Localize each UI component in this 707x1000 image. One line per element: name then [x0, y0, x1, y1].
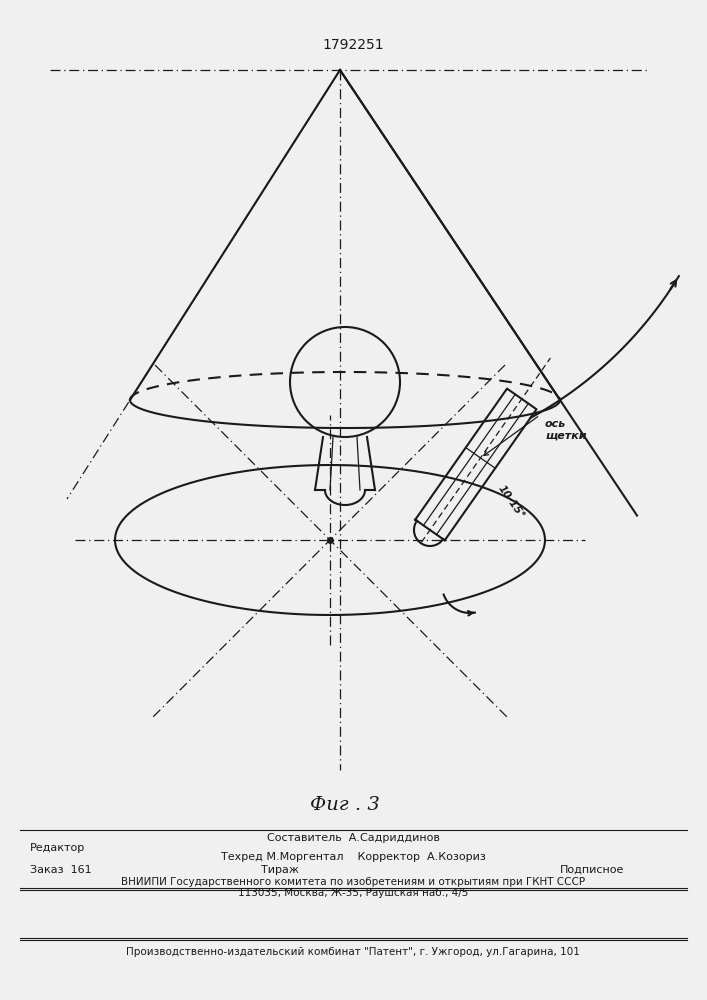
- Text: Производственно-издательский комбинат "Патент", г. Ужгород, ул.Гагарина, 101: Производственно-издательский комбинат "П…: [126, 947, 580, 957]
- Text: 1792251: 1792251: [322, 38, 384, 52]
- Text: 113035, Москва, Ж-35, Раушская наб., 4/5: 113035, Москва, Ж-35, Раушская наб., 4/5: [238, 888, 468, 898]
- Text: Фиг . 3: Фиг . 3: [310, 796, 380, 814]
- Text: Составитель  А.Садриддинов: Составитель А.Садриддинов: [267, 833, 440, 843]
- Text: ВНИИПИ Государственного комитета по изобретениям и открытиям при ГКНТ СССР: ВНИИПИ Государственного комитета по изоб…: [121, 877, 585, 887]
- Text: 10-15°: 10-15°: [496, 483, 526, 520]
- Text: Подписное: Подписное: [560, 865, 624, 875]
- Text: Заказ  161: Заказ 161: [30, 865, 92, 875]
- Text: Редактор: Редактор: [30, 843, 86, 853]
- Text: ось
щетки: ось щетки: [545, 419, 587, 441]
- Text: Тираж: Тираж: [261, 865, 299, 875]
- Text: Техред М.Моргентал    Корректор  А.Козориз: Техред М.Моргентал Корректор А.Козориз: [221, 852, 486, 862]
